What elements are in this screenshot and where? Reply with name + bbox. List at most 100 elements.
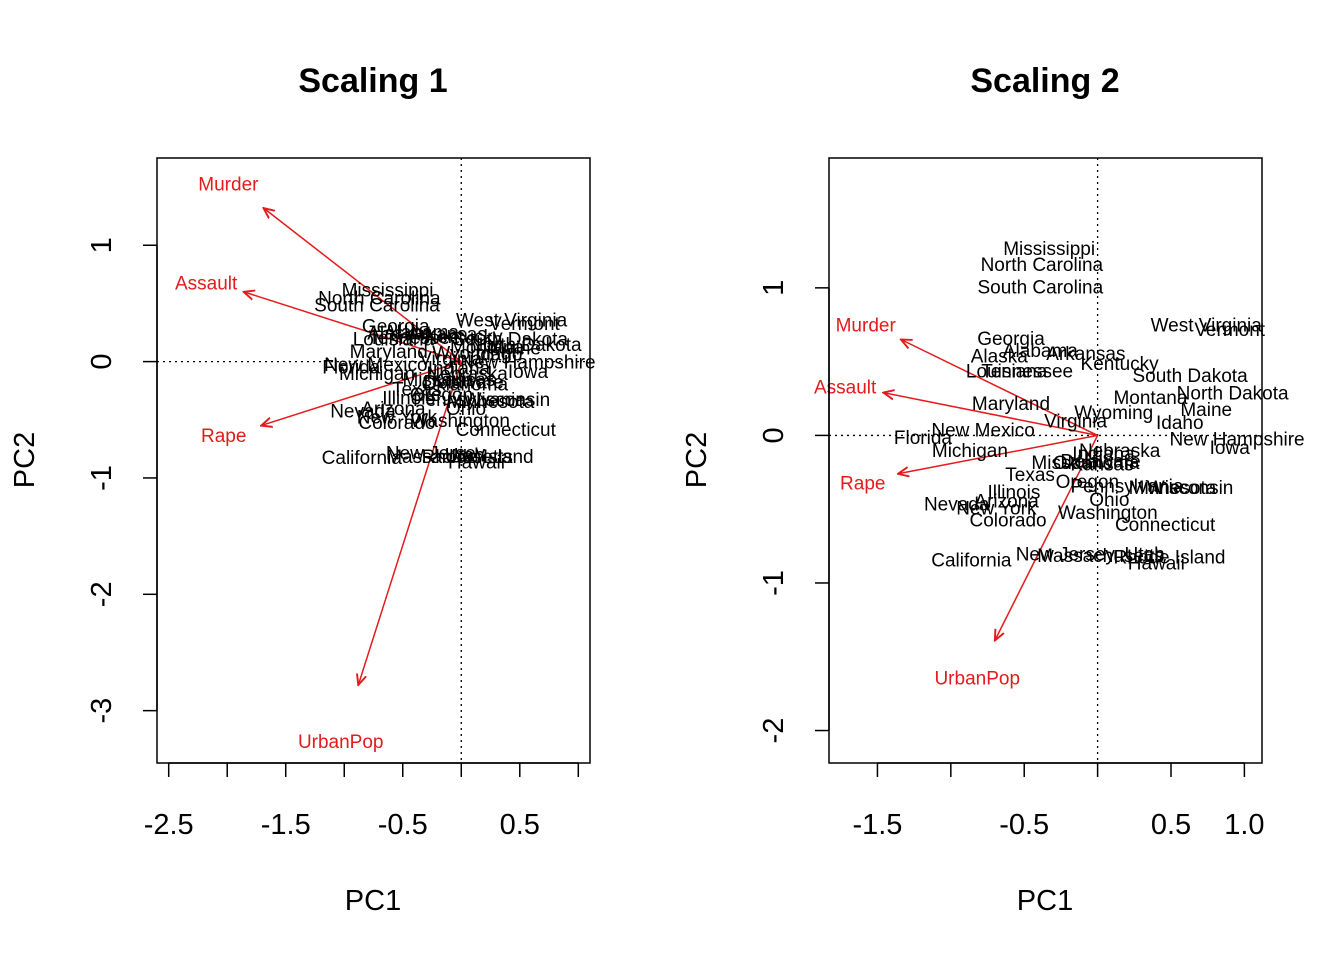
observation-label: North Dakota: [470, 335, 582, 356]
observation-label: Alabama: [1003, 341, 1078, 362]
panel-scaling-1: Scaling 1 PC1 PC2 Murder Assault UrbanPop R…: [9, 62, 596, 917]
y-tick-label: 1: [758, 280, 790, 296]
observation-label: Missouri: [1031, 453, 1102, 474]
observation-label: New York: [357, 407, 438, 428]
y-tick-label: 0: [86, 354, 118, 370]
plot-frame: [828, 157, 1263, 764]
panel-scaling-2: Scaling 2 PC1 PC2 Murder Assault UrbanPop R…: [681, 62, 1305, 917]
variable-label: Assault: [175, 273, 238, 294]
observation-label: Montana: [1113, 388, 1187, 409]
observation-label: Minnesota: [447, 392, 535, 413]
observation-label: South Carolina: [978, 277, 1104, 298]
observation-label: New Hampshire: [1169, 429, 1304, 450]
x-axis-label: PC1: [345, 885, 401, 917]
x-tick-label: 0.5: [500, 809, 540, 841]
x-tick-label: -0.5: [378, 809, 428, 841]
observation-label: Rhode Island: [1114, 547, 1226, 568]
x-axis-ticks: -2.5 -1.5 -0.5 0.5: [144, 762, 580, 841]
observation-label: Georgia: [362, 317, 430, 338]
observation-label: Maine: [1180, 400, 1232, 421]
observation-label: Georgia: [977, 329, 1045, 350]
y-tick-label: 1: [86, 237, 118, 253]
observation-label: West Virginia: [456, 311, 568, 332]
observation-label: Ohio: [446, 399, 486, 420]
loading-arrow: [995, 435, 1099, 640]
loading-arrow: [263, 208, 462, 363]
observation-label: Arkansas: [1046, 344, 1125, 365]
observation-label: Kansas: [432, 370, 495, 391]
observation-label: Utah: [1125, 544, 1165, 565]
observation-label: Rhode Island: [422, 447, 534, 468]
observation-label: California: [931, 550, 1012, 571]
y-axis-ticks: -2 -1 0 1: [758, 280, 830, 744]
variable-label: Murder: [198, 175, 259, 196]
observation-label: North Dakota: [1177, 384, 1289, 405]
observation-label: Illinois: [988, 482, 1041, 503]
observation-label: Oregon: [410, 385, 473, 406]
observation-label: Michigan: [339, 364, 415, 385]
observation-label: Wyoming: [1074, 403, 1153, 424]
observation-label: Louisiana: [353, 329, 435, 350]
y-axis-label: PC2: [681, 432, 713, 488]
observation-label: Alaska: [971, 347, 1028, 368]
observation-label: Colorado: [970, 511, 1047, 532]
y-axis-ticks: -3 -2 -1 0 1: [86, 237, 158, 724]
y-tick-label: -2: [758, 718, 790, 744]
observation-label: Pennsylvania: [1070, 477, 1183, 498]
observation-label: Wyoming: [432, 343, 511, 364]
observation-label: New Jersey: [386, 443, 486, 464]
observation-label: South Dakota: [453, 329, 569, 350]
observation-label: New Mexico: [931, 421, 1034, 442]
observation-label: Texas: [392, 379, 442, 400]
loading-arrow: [358, 361, 462, 685]
x-tick-label: -1.5: [261, 809, 311, 841]
observation-label: West Virginia: [1151, 316, 1263, 337]
observation-label: New Mexico: [324, 355, 427, 376]
observation-label: Idaho: [475, 344, 523, 365]
observation-label: Oklahoma: [421, 375, 508, 396]
loading-arrow: [261, 360, 462, 426]
observation-label: Kentucky: [425, 327, 504, 348]
observation-label: Pennsylvania: [413, 390, 526, 411]
panel-title: Scaling 2: [970, 62, 1119, 100]
observation-label: Idaho: [1156, 413, 1204, 434]
observation-label: Massachusetts: [386, 447, 513, 468]
observation-label: Florida: [894, 428, 953, 449]
observation-label: Nebraska: [1079, 441, 1161, 462]
observation-label: Delaware: [423, 372, 503, 393]
observation-label: Hawaii: [448, 453, 505, 474]
observation-label: Utah: [445, 446, 485, 467]
variable-label: Assault: [814, 378, 877, 399]
observation-label: California: [322, 448, 403, 469]
loading-arrow: [244, 292, 462, 363]
observation-label: Iowa: [1210, 438, 1251, 459]
observation-label: North Carolina: [318, 289, 441, 310]
observation-label: Wisconsin: [1147, 478, 1234, 499]
observation-label: Washington: [410, 411, 510, 432]
observation-label: Michigan: [932, 441, 1008, 462]
observation-label: South Carolina: [314, 296, 440, 317]
observation-label: Tennessee: [369, 328, 461, 349]
observation-label: Montana: [450, 337, 524, 358]
x-tick-label: -2.5: [144, 809, 194, 841]
origin-lines: [157, 158, 590, 763]
observation-label: Ohio: [1089, 490, 1129, 511]
observation-label: Delaware: [1060, 452, 1140, 473]
observation-label: Alaska: [367, 324, 424, 345]
variable-label: UrbanPop: [298, 732, 384, 753]
y-tick-label: -2: [86, 581, 118, 607]
observation-label: Kentucky: [1081, 354, 1160, 375]
observation-label: Virginia: [419, 349, 482, 370]
observation-label: Louisiana: [966, 361, 1048, 382]
observation-label: Florida: [322, 357, 381, 378]
observation-label: Maine: [489, 339, 541, 360]
observation-label: Colorado: [358, 413, 435, 434]
x-tick-label: -1.5: [852, 809, 902, 841]
observation-label: Indiana: [1072, 444, 1135, 465]
y-tick-label: -1: [86, 465, 118, 491]
observation-label: Tennessee: [981, 361, 1073, 382]
panel-title: Scaling 1: [298, 62, 447, 100]
